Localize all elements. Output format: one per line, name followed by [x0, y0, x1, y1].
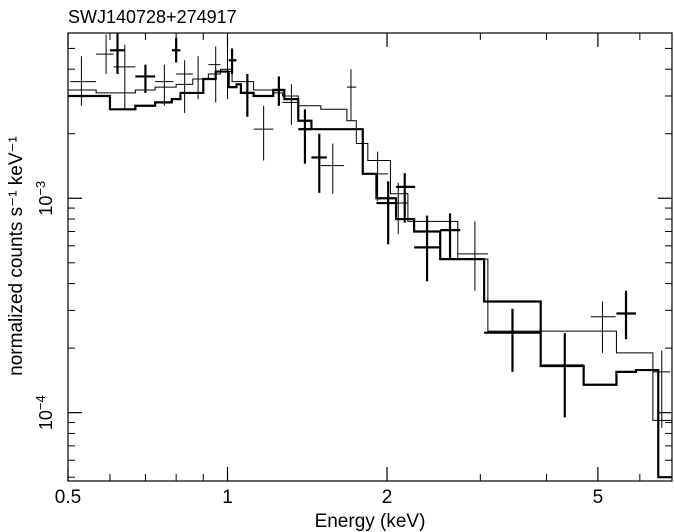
plot-frame	[67, 32, 673, 482]
data-group	[68, 33, 672, 479]
chart-title: SWJ140728+274917	[68, 7, 237, 27]
axes-frame-group: 0.5 1 2 5 10−3 10−4	[33, 32, 673, 508]
x-tick-label: 2	[382, 487, 393, 508]
model-step-line-thick	[68, 70, 672, 479]
model-step-line-thin	[68, 68, 672, 421]
clipped-data	[68, 33, 672, 479]
x-axis-label: Energy (keV)	[315, 511, 426, 532]
x-tick-label: 0.5	[55, 487, 81, 508]
y-tick-label: 10−3	[33, 181, 56, 216]
x-tick-label: 5	[593, 487, 604, 508]
y-axis-label: normalized counts s⁻¹ keV⁻¹	[6, 136, 27, 376]
x-tick-label: 1	[222, 487, 233, 508]
y-tick-label: 10−4	[33, 395, 56, 430]
